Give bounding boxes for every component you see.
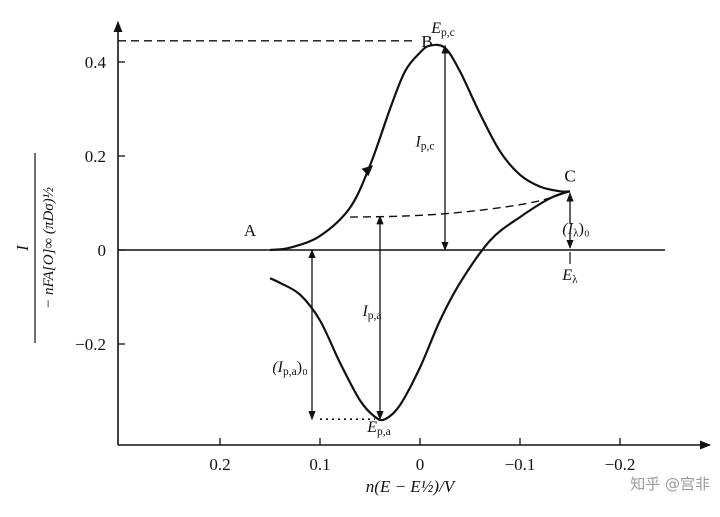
ep-a-label: Ep,a — [366, 419, 391, 438]
x-tick-label-4: −0.2 — [605, 455, 636, 474]
point-b-label: B — [421, 32, 432, 51]
ip-a-label: Ip,a — [361, 303, 381, 322]
y-label-numerator: I — [13, 244, 32, 252]
y-tick-label-3: −0.2 — [75, 335, 106, 354]
point-a-label: A — [244, 221, 257, 240]
data-series — [269, 43, 571, 422]
y-label-denominator: − nFA[O]∞ (πDσ)½ — [41, 187, 57, 309]
y-tick-label-1: 0.2 — [85, 147, 106, 166]
y-tick-label-0: 0.4 — [85, 53, 107, 72]
series-anodic-reverse-scan — [269, 190, 571, 422]
series-cathodic-forward-scan — [269, 43, 571, 252]
x-axis-label: n(E − E½)/V — [366, 477, 457, 496]
x-tick-label-3: −0.1 — [505, 455, 536, 474]
point-c-label: C — [564, 166, 575, 185]
annotations: A B C Ep,c Ip,c Ip,a (Ip,a)₀ Ep,a (Iλ)₀ Eλ — [118, 20, 590, 438]
watermark-text: 知乎 @宫非 — [630, 475, 710, 493]
ep-c-label: Ep,c — [430, 20, 455, 39]
x-tick-label-0: 0.2 — [209, 455, 230, 474]
scan-direction-arrow — [361, 165, 374, 177]
e-lambda-label: Eλ — [561, 267, 578, 286]
tick-marks-and-labels: 0.4 0.2 0 −0.2 0.2 0.1 0 −0.1 −0.2 — [75, 53, 635, 474]
axes — [113, 20, 712, 450]
y-axis-label: I − nFA[O]∞ (πDσ)½ — [13, 153, 57, 343]
x-tick-label-1: 0.1 — [309, 455, 330, 474]
i-lambda0-label: (Iλ)₀ — [562, 221, 589, 240]
axis-labels: n(E − E½)/V I − nFA[O]∞ (πDσ)½ — [13, 153, 457, 496]
ip-a0-label: (Ip,a)₀ — [272, 359, 307, 378]
series-extrapolated-baseline — [349, 190, 571, 218]
ip-c-label: Ip,c — [414, 134, 434, 153]
y-tick-label-2: 0 — [98, 241, 107, 260]
x-tick-label-2: 0 — [416, 455, 425, 474]
